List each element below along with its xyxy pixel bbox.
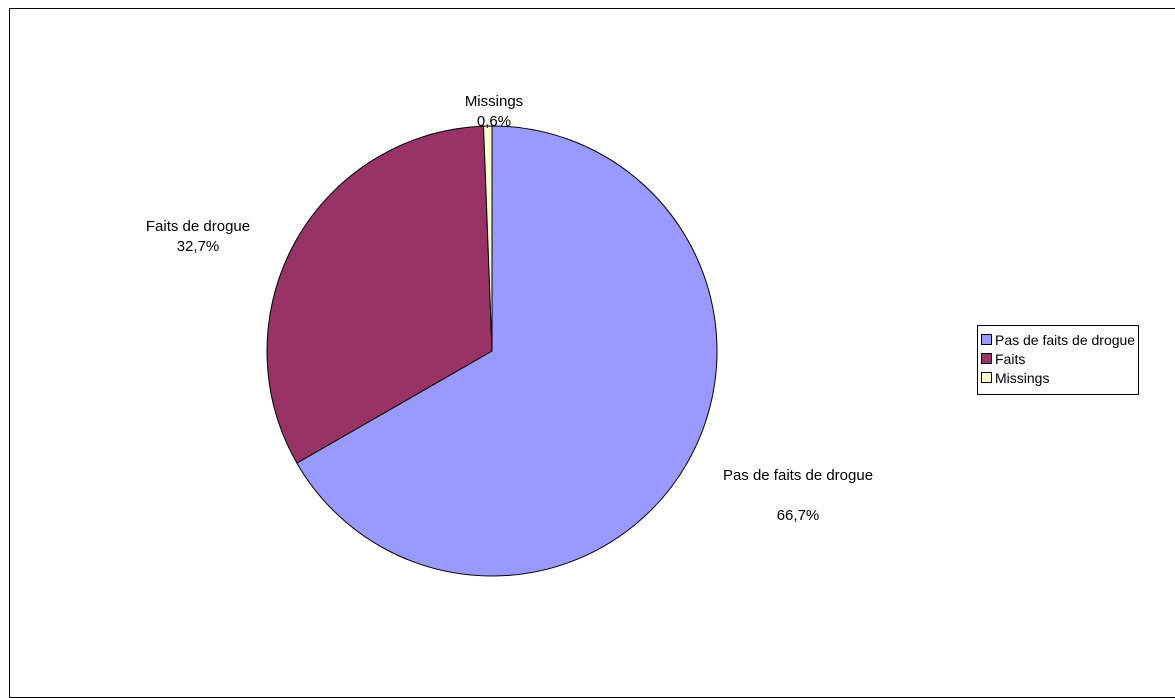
slice-label-pas-de-faits-de-drogue: Pas de faits de drogue 66,7% bbox=[698, 466, 898, 526]
slice-label-value: 32,7% bbox=[176, 238, 220, 255]
legend-label: Faits bbox=[995, 350, 1026, 367]
pie-chart bbox=[266, 125, 718, 577]
legend-item-faits: Faits bbox=[981, 349, 1138, 368]
legend-label: Missings bbox=[995, 369, 1050, 386]
legend: Pas de faits de drogue Faits Missings bbox=[977, 325, 1139, 395]
pie-slice-pas-de-faits-de-drogue bbox=[296, 125, 718, 577]
legend-swatch bbox=[981, 334, 992, 345]
slice-label-value: 0,6% bbox=[476, 113, 512, 130]
slice-label-name: Pas de faits de drogue bbox=[722, 467, 874, 484]
legend-item-missings: Missings bbox=[981, 368, 1138, 387]
slice-label-name: Faits de drogue bbox=[145, 218, 251, 235]
legend-swatch bbox=[981, 353, 992, 364]
pie-slice-faits bbox=[266, 125, 493, 464]
slice-label-faits-de-drogue: Faits de drogue 32,7% bbox=[137, 217, 259, 257]
pie-slice-missings bbox=[483, 125, 493, 352]
slice-label-missings: Missings 0,6% bbox=[448, 92, 540, 132]
chart-frame: Pas de faits de drogue 66,7% Faits de dr… bbox=[9, 8, 1175, 698]
legend-swatch bbox=[981, 372, 992, 383]
slice-label-name: Missings bbox=[464, 93, 524, 110]
legend-item-pas-de-faits-de-drogue: Pas de faits de drogue bbox=[981, 330, 1138, 349]
legend-label: Pas de faits de drogue bbox=[995, 331, 1136, 348]
slice-label-value: 66,7% bbox=[776, 507, 820, 524]
